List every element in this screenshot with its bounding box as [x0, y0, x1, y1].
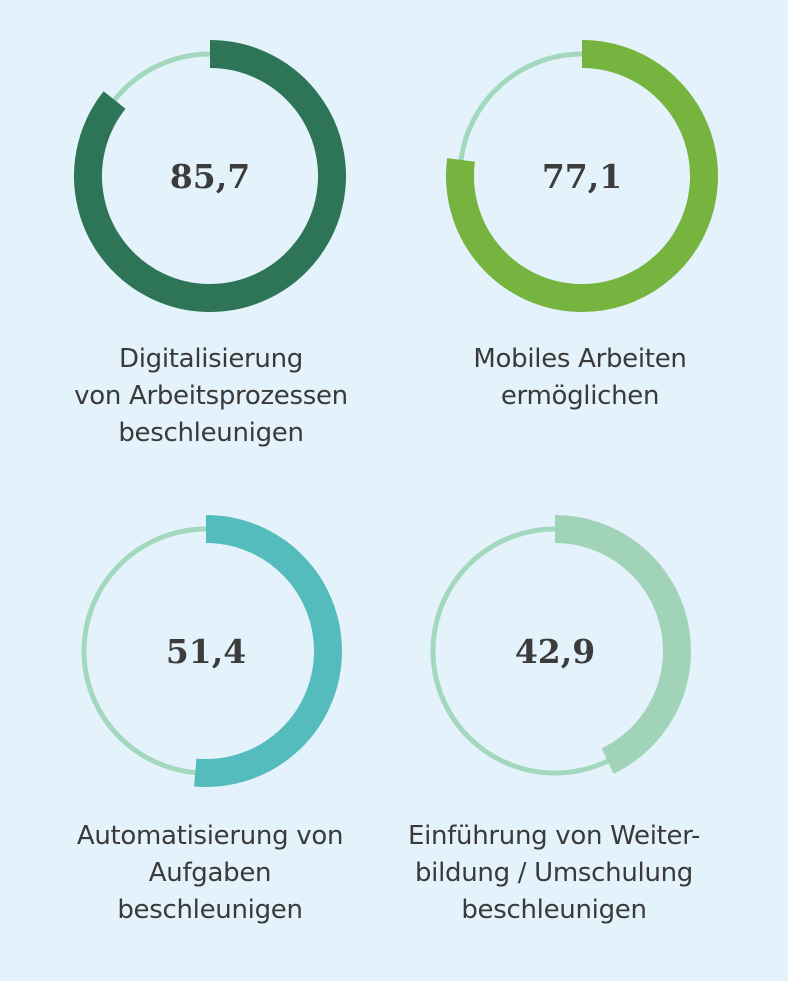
ring-caption-3: Einführung von Weiter- bildung / Umschul… [384, 818, 724, 929]
caption-line: Einführung von Weiter- [407, 821, 701, 851]
ring-arc-2 [194, 515, 342, 787]
ring-chart-2: 51,4 [81, 515, 342, 787]
caption-line: Aufgaben [148, 858, 272, 888]
ring-caption-0: Digitalisierung von Arbeitsprozessen bes… [41, 341, 381, 452]
ring-arc-3 [554, 515, 691, 774]
ring-value-2: 51,4 [166, 632, 246, 671]
ring-caption-2: Automatisierung von Aufgaben beschleunig… [40, 818, 380, 929]
ring-chart-3: 42,9 [430, 515, 691, 776]
ring-arc-0 [74, 40, 346, 312]
caption-line: von Arbeitsprozessen [74, 381, 348, 411]
caption-line: beschleunigen [118, 418, 304, 448]
caption-line: Automatisierung von [76, 821, 344, 851]
caption-line: beschleunigen [117, 895, 303, 925]
caption-line: bildung / Umschulung [414, 858, 694, 888]
ring-chart-0: 85,7 [74, 40, 346, 312]
ring-value-0: 85,7 [170, 157, 250, 196]
ring-value-3: 42,9 [515, 632, 595, 671]
ring-caption-1: Mobiles Arbeiten ermöglichen [410, 341, 750, 415]
ring-chart-1: 77,1 [446, 40, 718, 312]
ring-value-1: 77,1 [542, 157, 622, 196]
ring-arc-1 [446, 40, 718, 312]
caption-line: ermöglichen [500, 381, 660, 411]
caption-line: Mobiles Arbeiten [473, 344, 687, 374]
caption-line: beschleunigen [461, 895, 647, 925]
caption-line: Digitalisierung [119, 344, 303, 374]
